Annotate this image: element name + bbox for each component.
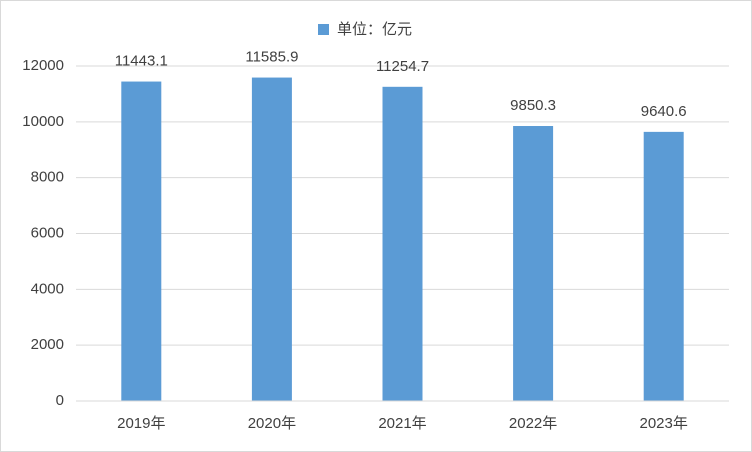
bar: [513, 126, 554, 402]
y-tick-label: 10000: [22, 113, 64, 130]
x-tick-label: 2021年: [378, 415, 426, 432]
y-tick-label: 6000: [31, 224, 64, 241]
y-tick-label: 4000: [31, 280, 64, 297]
y-tick-label: 2000: [31, 336, 64, 353]
legend-swatch: [318, 24, 329, 35]
y-tick-label: 8000: [31, 169, 64, 186]
data-label: 9850.3: [510, 97, 556, 114]
data-label: 11254.7: [376, 58, 429, 75]
x-tick-label: 2019年: [117, 415, 165, 432]
legend-label: 单位：亿元: [337, 21, 412, 38]
y-tick-label: 0: [56, 392, 64, 409]
bar: [251, 77, 292, 401]
x-tick-label: 2023年: [640, 415, 688, 432]
bar: [382, 86, 423, 402]
data-label: 11443.1: [115, 53, 168, 70]
data-label: 9640.6: [641, 103, 687, 120]
bar: [121, 81, 162, 402]
x-tick-label: 2022年: [509, 415, 557, 432]
bar: [643, 131, 684, 401]
y-tick-label: 12000: [22, 57, 64, 74]
x-tick-label: 2020年: [248, 415, 296, 432]
data-label: 11585.9: [245, 49, 298, 66]
